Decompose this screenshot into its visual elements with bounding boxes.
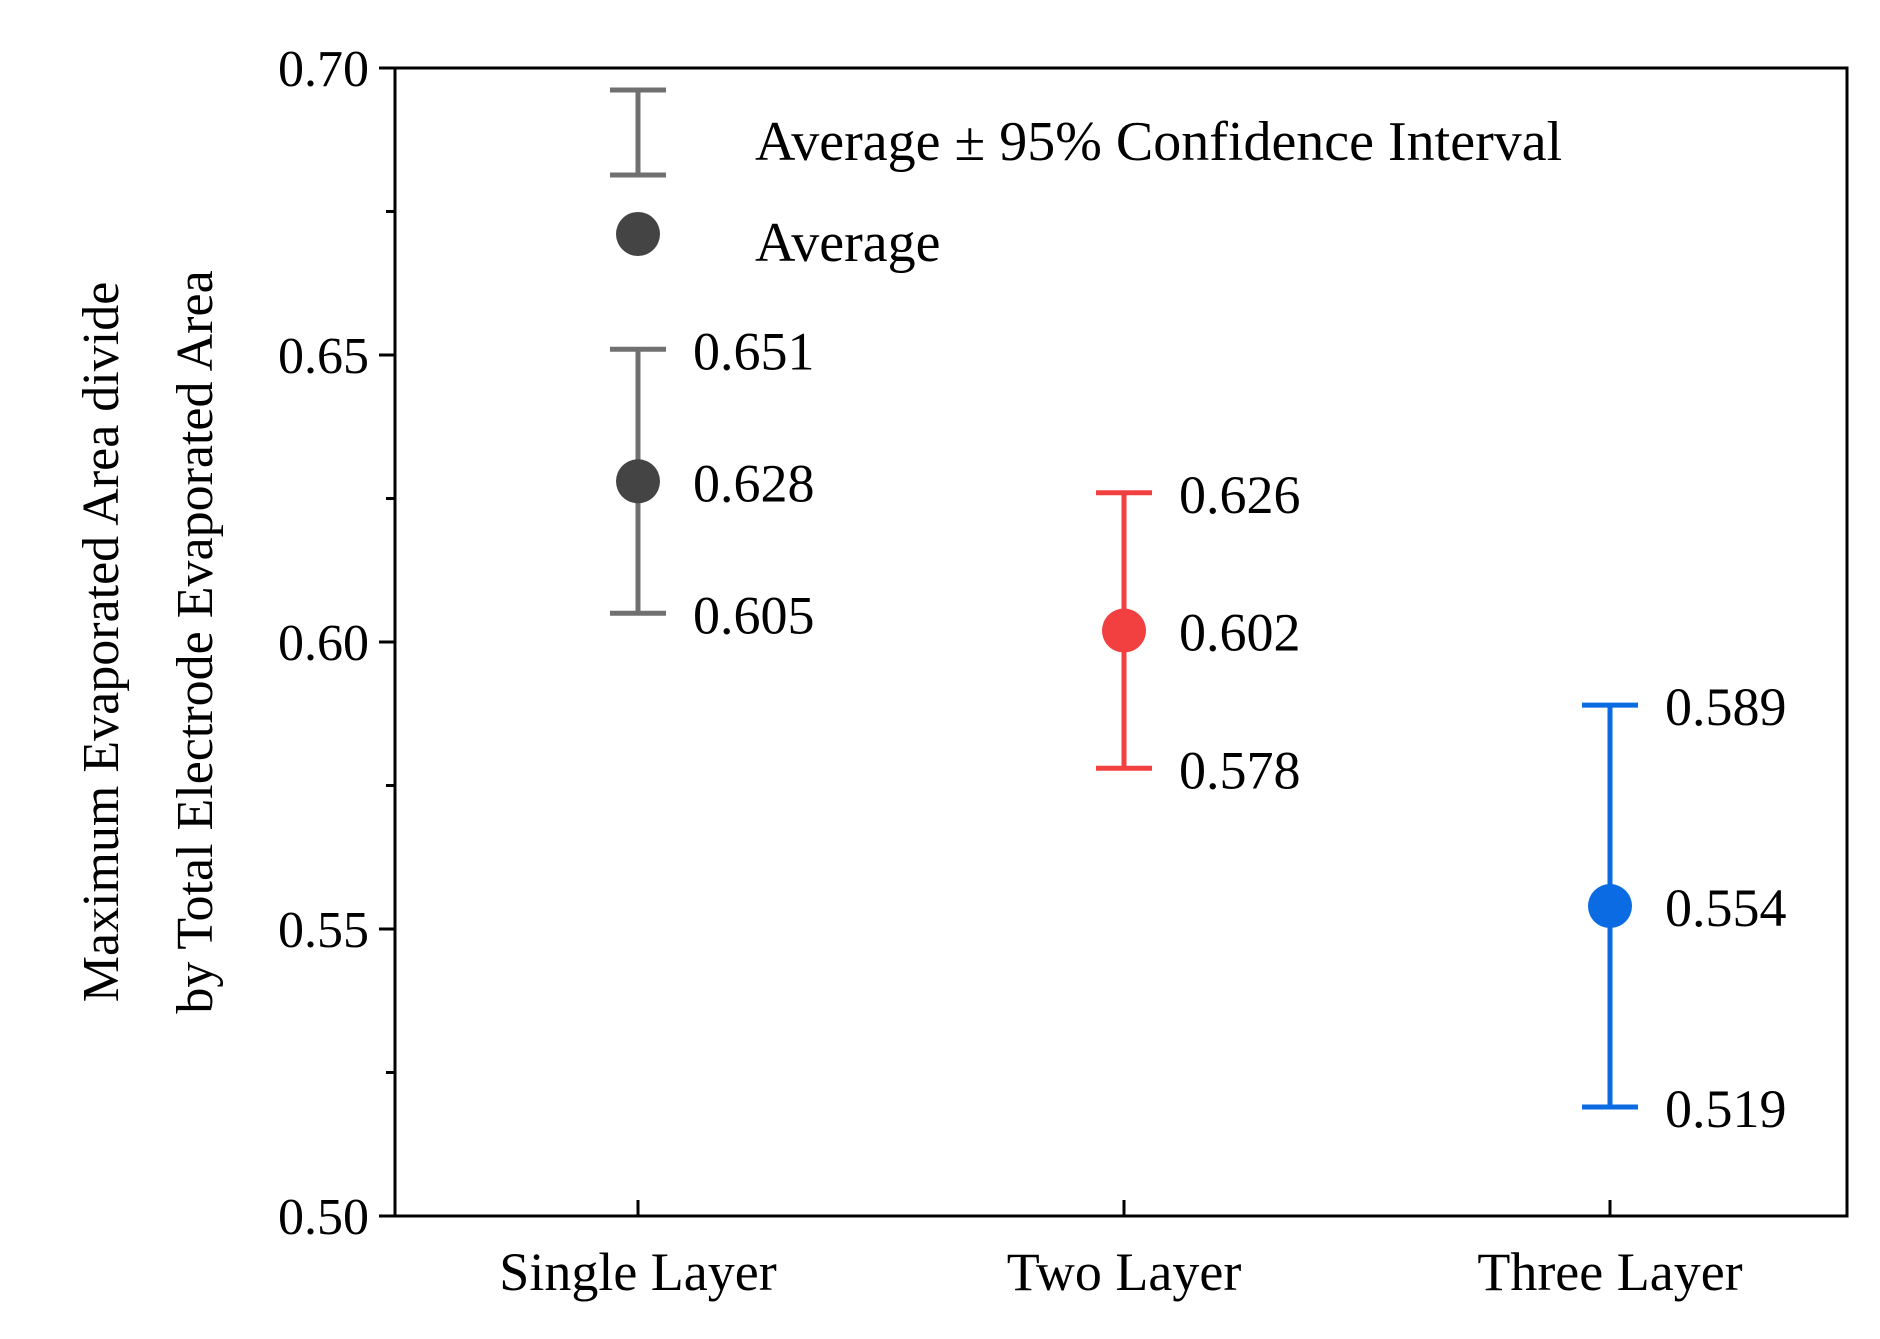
legend-average-dot <box>616 212 660 256</box>
upper-value-label: 0.589 <box>1665 677 1787 737</box>
y-tick-label: 0.60 <box>278 615 369 672</box>
average-point <box>1588 884 1632 929</box>
average-point <box>616 459 660 504</box>
legend-label-confidence-interval: Average ± 95% Confidence Interval <box>755 111 1562 173</box>
average-point <box>1102 608 1146 653</box>
y-tick-label: 0.70 <box>278 41 369 98</box>
upper-value-label: 0.626 <box>1179 465 1301 525</box>
average-value-label: 0.602 <box>1179 603 1301 663</box>
y-tick-label: 0.65 <box>278 328 369 385</box>
series-group: 0.651 0.628 0.605 0.626 0.602 0.578 0.589 0.554… <box>610 321 1787 1139</box>
y-tick-label: 0.55 <box>278 902 369 959</box>
x-category-label: Single Layer <box>499 1242 776 1302</box>
legend-error-bar-symbol <box>610 87 666 178</box>
lower-value-label: 0.605 <box>693 585 815 645</box>
legend-label-average: Average <box>755 212 941 274</box>
lower-value-label: 0.578 <box>1179 740 1301 800</box>
y-tick-label: 0.50 <box>278 1189 369 1246</box>
x-category-label: Three Layer <box>1477 1242 1742 1302</box>
upper-value-label: 0.651 <box>693 321 815 381</box>
y-axis-title-line-1: Maximum Evaporated Area divide <box>73 282 130 1003</box>
legend: Average ± 95% Confidence Interval Averag… <box>610 87 1562 274</box>
y-axis-title-line-2: by Total Electrode Evaporated Area <box>167 270 224 1013</box>
lower-value-label: 0.519 <box>1665 1079 1787 1139</box>
y-axis-ticks: 0.50 0.55 0.60 0.65 0.70 <box>278 41 395 1246</box>
x-axis-ticks: Single Layer Two Layer Three Layer <box>499 1200 1743 1302</box>
average-value-label: 0.628 <box>693 453 815 513</box>
x-category-label: Two Layer <box>1007 1242 1242 1302</box>
average-value-label: 0.554 <box>1665 878 1787 938</box>
